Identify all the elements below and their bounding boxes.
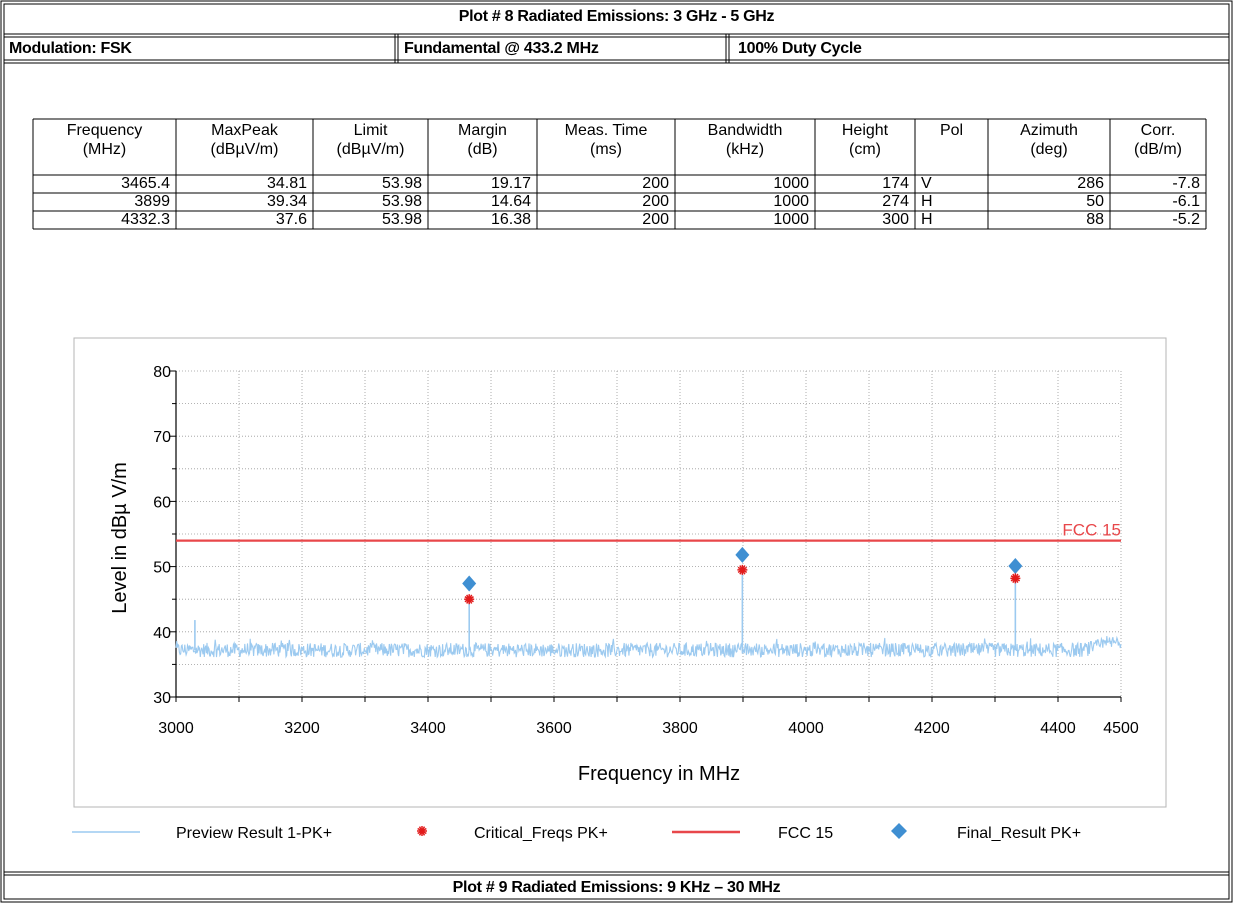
x-tick-label: 4200 (914, 720, 950, 737)
table-cell: 174 (882, 175, 909, 192)
table-cell: 200 (642, 211, 669, 228)
y-tick-label: 50 (153, 560, 171, 577)
y-tick-label: 40 (153, 625, 171, 642)
final-result-marker (462, 575, 477, 592)
table-cell: H (921, 211, 933, 228)
critical-freq-marker (1010, 573, 1021, 584)
table-cell: 53.98 (381, 211, 422, 228)
table-cell: 53.98 (381, 193, 422, 210)
legend-fcc-label: FCC 15 (778, 825, 833, 842)
fundamental-label: Fundamental @ 433.2 MHz (404, 40, 599, 57)
next-plot-title: Plot # 9 Radiated Emissions: 9 KHz – 30 … (452, 879, 781, 896)
table-cell: 4332.3 (121, 211, 170, 228)
legend-final-label: Final_Result PK+ (957, 825, 1081, 842)
table-cell: 286 (1077, 175, 1104, 192)
table-cell: 19.17 (490, 175, 531, 192)
table-header-cell: Bandwidth (707, 122, 783, 139)
table-cell: -6.1 (1172, 193, 1200, 210)
table-cell: -7.8 (1172, 175, 1200, 192)
chart-frame (73, 337, 1167, 808)
table-cell: 14.64 (490, 193, 531, 210)
y-tick-label: 70 (153, 429, 171, 446)
x-tick-label: 4400 (1040, 720, 1076, 737)
table-cell: V (921, 175, 932, 192)
x-tick-label: 4500 (1103, 720, 1139, 737)
table-cell: 16.38 (490, 211, 531, 228)
modulation-label: Modulation: FSK (9, 40, 132, 57)
final-result-marker (735, 546, 750, 563)
table-header-cell: (dB/m) (1134, 141, 1182, 158)
x-tick-label: 4000 (788, 720, 824, 737)
table-cell: 53.98 (381, 175, 422, 192)
x-axis-title: Frequency in MHz (578, 763, 740, 785)
y-tick-label: 30 (153, 690, 171, 707)
table-cell: 34.81 (266, 175, 307, 192)
table-header-cell: Corr. (1140, 122, 1176, 139)
table-cell: 39.34 (266, 193, 307, 210)
table-header-cell: Margin (458, 122, 507, 139)
table-header-cell: Azimuth (1020, 122, 1078, 139)
table-header-cell: (dBµV/m) (336, 141, 405, 158)
plot-title: Plot # 8 Radiated Emissions: 3 GHz - 5 G… (458, 8, 775, 25)
final-result-marker (1008, 557, 1023, 574)
table-cell: 200 (642, 175, 669, 192)
table-header-cell: (dB) (467, 141, 498, 158)
legend-critical-label: Critical_Freqs PK+ (474, 825, 608, 842)
table-cell: 1000 (773, 211, 809, 228)
table-cell: 88 (1086, 211, 1104, 228)
table-cell: 274 (882, 193, 909, 210)
critical-freq-marker (737, 564, 748, 575)
y-axis-title: Level in dBµ V/m (109, 462, 131, 614)
x-tick-label: 3400 (410, 720, 446, 737)
duty-cycle-label: 100% Duty Cycle (738, 40, 862, 57)
legend-preview-label: Preview Result 1-PK+ (176, 825, 332, 842)
table-cell: 300 (882, 211, 909, 228)
table-header-cell: MaxPeak (211, 122, 278, 139)
y-tick-label: 80 (153, 364, 171, 381)
x-tick-label: 3000 (158, 720, 194, 737)
table-cell: 1000 (773, 175, 809, 192)
table-cell: H (921, 193, 933, 210)
table-header-cell: (cm) (849, 141, 881, 158)
table-header-cell: Pol (939, 122, 964, 139)
table-header-cell: Limit (353, 122, 388, 139)
table-cell: 3465.4 (121, 175, 170, 192)
legend-final-swatch (891, 823, 907, 839)
table-cell: 200 (642, 193, 669, 210)
table-header-cell: (deg) (1030, 141, 1068, 158)
table-cell: 1000 (773, 193, 809, 210)
fcc15-limit-label: FCC 15 (1062, 521, 1121, 540)
table-cell: 3899 (134, 193, 170, 210)
x-tick-label: 3200 (284, 720, 320, 737)
preview-result-trace (175, 635, 1122, 659)
critical-freq-marker (464, 594, 475, 605)
table-header-cell: Frequency (66, 122, 143, 139)
x-tick-label: 3600 (536, 720, 572, 737)
table-header-cell: Height (841, 122, 889, 139)
table-header-cell: (dBµV/m) (210, 141, 279, 158)
table-cell: 37.6 (275, 211, 307, 228)
table-cell: -5.2 (1172, 211, 1200, 228)
table-header-cell: (kHz) (725, 141, 765, 158)
legend-critical-swatch (417, 826, 427, 836)
table-header-cell: (MHz) (82, 141, 127, 158)
x-tick-label: 3800 (662, 720, 698, 737)
y-tick-label: 60 (153, 494, 171, 511)
table-header-cell: Meas. Time (564, 122, 648, 139)
table-cell: 50 (1086, 193, 1104, 210)
table-header-cell: (ms) (590, 141, 622, 158)
